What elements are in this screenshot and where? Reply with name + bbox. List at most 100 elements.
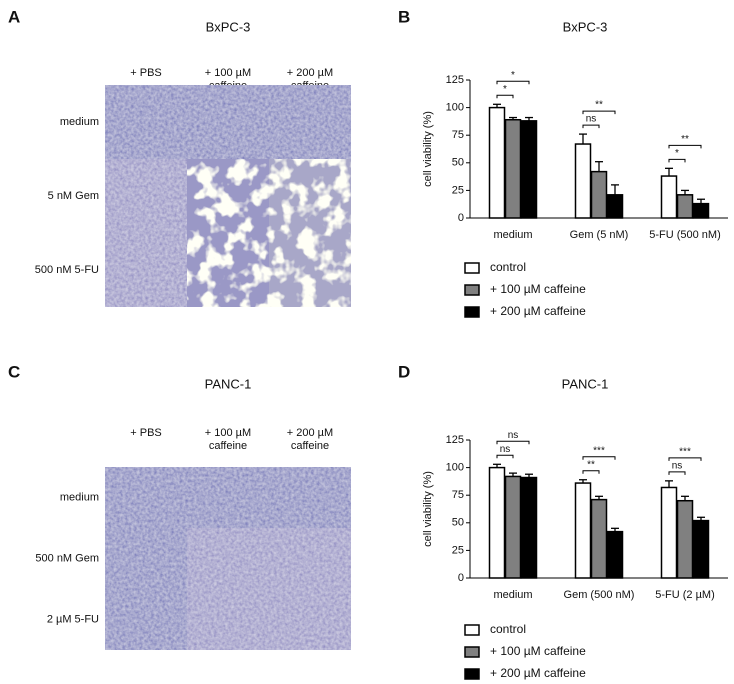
row-label: 2 µM 5-FU bbox=[47, 613, 99, 625]
chart-title: PANC-1 bbox=[562, 376, 609, 391]
bar bbox=[606, 194, 624, 219]
micrograph bbox=[105, 85, 187, 159]
y-tick-label: 75 bbox=[452, 489, 464, 501]
legend-swatch bbox=[464, 646, 480, 658]
micrograph bbox=[187, 159, 269, 233]
bar bbox=[574, 143, 592, 219]
legend-label: + 200 µM caffeine bbox=[490, 666, 586, 680]
bar bbox=[660, 486, 678, 579]
micrograph bbox=[105, 467, 187, 528]
micrograph bbox=[105, 159, 187, 233]
y-tick-label: 100 bbox=[446, 102, 464, 114]
y-tick-label: 50 bbox=[452, 157, 464, 169]
x-tick-label: Gem (5 nM) bbox=[570, 229, 629, 241]
bar bbox=[606, 530, 624, 579]
legend-swatch bbox=[464, 284, 480, 296]
y-axis-label: cell viability (%) bbox=[422, 471, 434, 547]
x-tick-label: Gem (500 nM) bbox=[564, 589, 635, 601]
significance-bracket bbox=[582, 110, 616, 115]
significance-label: ** bbox=[681, 134, 689, 145]
micrograph bbox=[269, 467, 351, 528]
panel-label: A bbox=[8, 7, 20, 26]
x-tick-label: medium bbox=[493, 229, 532, 241]
bar bbox=[504, 475, 522, 579]
significance-bracket bbox=[582, 456, 616, 460]
panel-title: BxPC-3 bbox=[206, 19, 251, 34]
bar bbox=[488, 106, 506, 219]
column-text: + PBS bbox=[130, 427, 162, 439]
y-tick-label: 25 bbox=[452, 184, 464, 196]
y-axis-label: cell viability (%) bbox=[422, 111, 434, 187]
significance-bracket bbox=[668, 457, 702, 461]
legend-label: control bbox=[490, 260, 526, 274]
column-label: + PBS bbox=[130, 67, 162, 79]
bar bbox=[676, 194, 694, 219]
micrograph bbox=[187, 528, 269, 589]
significance-bracket bbox=[582, 124, 600, 129]
column-text: + 200 µM caffeine bbox=[286, 427, 334, 452]
row-label: 500 nM 5-FU bbox=[35, 264, 99, 276]
bar bbox=[590, 498, 608, 579]
significance-label: * bbox=[503, 84, 507, 95]
column-label: + PBS bbox=[130, 427, 162, 439]
legend-swatch bbox=[464, 306, 480, 318]
significance-bracket bbox=[496, 80, 530, 85]
row-label: medium bbox=[60, 491, 99, 503]
legend-swatch bbox=[464, 668, 480, 680]
legend-label: + 200 µM caffeine bbox=[490, 304, 586, 318]
x-tick-label: medium bbox=[493, 589, 532, 601]
significance-bracket bbox=[668, 158, 686, 163]
significance-bracket bbox=[496, 94, 514, 99]
legend-label: + 100 µM caffeine bbox=[490, 282, 586, 296]
bar bbox=[574, 482, 592, 579]
significance-label: * bbox=[675, 148, 679, 159]
bar bbox=[504, 118, 522, 219]
significance-label: ns bbox=[586, 114, 597, 125]
row-label: medium bbox=[60, 116, 99, 128]
legend-swatch bbox=[464, 262, 480, 274]
y-tick-label: 0 bbox=[458, 572, 464, 584]
bar bbox=[520, 120, 538, 219]
micrograph bbox=[269, 233, 351, 307]
bar bbox=[692, 519, 710, 579]
micrograph bbox=[105, 528, 187, 589]
micrograph bbox=[269, 85, 351, 159]
bar bbox=[660, 175, 678, 219]
significance-bracket bbox=[496, 440, 530, 445]
legend-label: + 100 µM caffeine bbox=[490, 644, 586, 658]
significance-label: ns bbox=[508, 430, 519, 441]
micrograph bbox=[105, 589, 187, 650]
panel-label: B bbox=[398, 7, 410, 26]
bar bbox=[692, 202, 710, 219]
significance-bracket bbox=[582, 470, 600, 474]
column-label: + 100 µM caffeine bbox=[204, 427, 252, 452]
micrograph bbox=[105, 233, 187, 307]
significance-label: ** bbox=[595, 100, 603, 111]
micrograph bbox=[187, 85, 269, 159]
significance-bracket bbox=[496, 454, 514, 459]
significance-label: *** bbox=[593, 445, 605, 456]
bar bbox=[590, 170, 608, 219]
micrograph bbox=[269, 589, 351, 650]
micrograph bbox=[269, 528, 351, 589]
panel-label: C bbox=[8, 362, 20, 381]
panel-label: D bbox=[398, 362, 410, 381]
micrograph bbox=[269, 159, 351, 233]
x-tick-label: 5-FU (2 µM) bbox=[655, 589, 715, 601]
significance-label: * bbox=[511, 70, 515, 81]
y-tick-label: 0 bbox=[458, 212, 464, 224]
significance-label: ** bbox=[587, 459, 595, 470]
bar bbox=[676, 499, 694, 579]
column-text: + 100 µM caffeine bbox=[204, 427, 252, 452]
micrograph bbox=[187, 467, 269, 528]
column-label: + 200 µM caffeine bbox=[286, 427, 334, 452]
y-tick-label: 25 bbox=[452, 544, 464, 556]
legend-swatch bbox=[464, 624, 480, 636]
significance-label: *** bbox=[679, 446, 691, 457]
column-text: + PBS bbox=[130, 67, 162, 79]
bar bbox=[488, 466, 506, 579]
y-tick-label: 100 bbox=[446, 462, 464, 474]
panel-title: PANC-1 bbox=[205, 376, 252, 391]
y-tick-label: 50 bbox=[452, 517, 464, 529]
